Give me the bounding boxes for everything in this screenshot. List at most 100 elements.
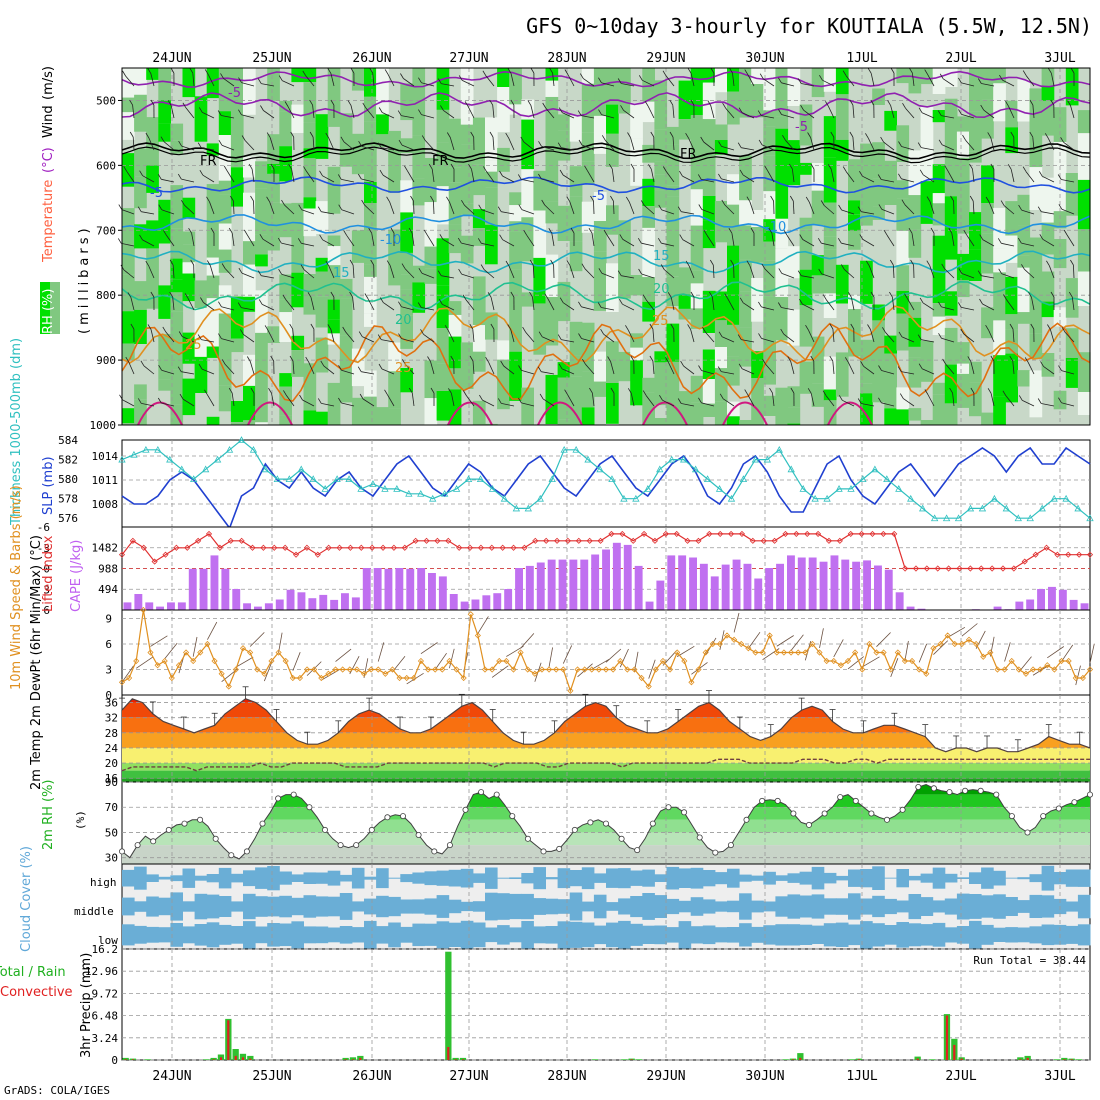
rh-cell bbox=[678, 80, 692, 120]
temp-line bbox=[121, 698, 1091, 753]
cloud-cell bbox=[206, 874, 220, 883]
precip-total-bar bbox=[621, 1059, 628, 1060]
cloud-cell bbox=[230, 873, 244, 883]
wind-barb-flag bbox=[544, 293, 549, 299]
rh-cell bbox=[690, 68, 704, 116]
wind-barb-flag bbox=[404, 165, 408, 172]
wind-barb-flag bbox=[938, 139, 943, 146]
thickness-marker bbox=[859, 475, 867, 483]
wind-barb bbox=[401, 306, 415, 311]
wind-barb bbox=[1025, 75, 1035, 87]
warm-surface-contour bbox=[137, 401, 183, 426]
cape-bar bbox=[341, 593, 349, 610]
precip-conv-bar bbox=[857, 1059, 861, 1060]
wind-barb-flag bbox=[967, 356, 972, 362]
rh-cell bbox=[279, 299, 292, 313]
rh-cell bbox=[763, 241, 776, 261]
slp-tick-label: 1011 bbox=[92, 474, 119, 487]
cloud-cell bbox=[182, 868, 196, 888]
surface-wind-barb bbox=[207, 621, 218, 640]
wind-barb-flag bbox=[137, 398, 142, 404]
cape-bar bbox=[373, 568, 382, 610]
rh-marker bbox=[743, 816, 750, 823]
thickness-marker bbox=[333, 475, 341, 483]
wind-barb bbox=[852, 136, 855, 151]
rh-cell bbox=[969, 111, 982, 152]
precip-total-bar bbox=[452, 1057, 459, 1060]
wind-tick-label: 6 bbox=[105, 638, 112, 651]
rh-cell bbox=[727, 174, 740, 205]
cloud-cell bbox=[654, 874, 667, 882]
wind-speed-marker bbox=[311, 666, 318, 673]
wind-barb bbox=[441, 83, 455, 87]
rh-cell bbox=[714, 347, 728, 369]
cape-bar bbox=[558, 559, 567, 610]
temperature-contour bbox=[121, 92, 1091, 119]
wind-barb bbox=[1051, 73, 1055, 87]
wind-barb-flag bbox=[228, 227, 233, 234]
wind-barb bbox=[623, 109, 635, 119]
wind-barb bbox=[521, 370, 535, 375]
cape-bar bbox=[710, 576, 719, 610]
wind-barb-flag bbox=[145, 132, 150, 139]
rh-cell bbox=[981, 99, 994, 139]
surface-wind-barb bbox=[434, 652, 447, 670]
wind-barb-flag bbox=[662, 70, 667, 77]
wind-barb-flag bbox=[640, 200, 645, 206]
wind-speed-marker bbox=[759, 649, 766, 656]
wind-speed-marker bbox=[232, 666, 239, 673]
rh-cell bbox=[327, 203, 341, 214]
rh-marker bbox=[946, 789, 953, 796]
wind-speed-marker bbox=[852, 649, 859, 656]
rh-cell bbox=[884, 408, 897, 425]
rh-cell bbox=[787, 309, 801, 346]
wind-barb bbox=[286, 395, 295, 407]
thickness-marker bbox=[440, 489, 449, 497]
wind-barb bbox=[253, 200, 255, 215]
wind-speed-marker bbox=[225, 683, 232, 690]
rh-marker bbox=[524, 835, 531, 842]
rh-cell bbox=[303, 208, 317, 237]
wind-barb-flag bbox=[627, 388, 632, 394]
wind-barb bbox=[652, 360, 655, 375]
rh-cell bbox=[1077, 352, 1091, 392]
thickness-marker bbox=[524, 504, 532, 512]
wind-barb-flag bbox=[386, 196, 390, 203]
cape-bar bbox=[417, 568, 426, 610]
li-marker bbox=[738, 530, 746, 537]
wind-barb bbox=[361, 371, 375, 375]
wind-barb-flag bbox=[557, 142, 562, 148]
wind-barb bbox=[482, 399, 495, 407]
rh-cell bbox=[376, 407, 389, 425]
wind-barb-flag bbox=[783, 229, 788, 236]
cloud-cell bbox=[835, 898, 849, 915]
wind-barb-flag bbox=[439, 234, 444, 240]
rh-cell bbox=[255, 364, 268, 393]
wind-barb-flag bbox=[598, 268, 603, 274]
precip-conv-bar bbox=[344, 1059, 347, 1060]
rh-cell bbox=[158, 199, 171, 211]
rh-cell bbox=[412, 68, 426, 87]
li-marker bbox=[445, 537, 452, 544]
rh-cell bbox=[860, 165, 873, 188]
wind-barb bbox=[261, 83, 275, 87]
rh-cell bbox=[581, 68, 595, 84]
surface-wind-barb bbox=[1032, 664, 1051, 676]
cloud-cell bbox=[533, 926, 546, 944]
wind-barb bbox=[605, 140, 615, 151]
wind-barb-flag bbox=[327, 324, 332, 330]
cloud-cell bbox=[618, 868, 631, 889]
cloud-cell bbox=[182, 901, 196, 912]
thickness-marker bbox=[1074, 504, 1082, 512]
cloud-cell bbox=[823, 872, 837, 884]
rh-cell bbox=[230, 112, 244, 144]
wind-barb-flag bbox=[770, 195, 774, 202]
wind-barb-flag bbox=[709, 259, 714, 266]
cloud-cell bbox=[194, 893, 208, 920]
wind-barb-flag bbox=[677, 206, 682, 212]
wind-barb bbox=[982, 239, 995, 247]
top-day-label: 28JUN bbox=[547, 51, 586, 66]
wind-barb bbox=[233, 200, 235, 215]
li-marker bbox=[608, 530, 615, 537]
rh-cell bbox=[763, 395, 776, 416]
